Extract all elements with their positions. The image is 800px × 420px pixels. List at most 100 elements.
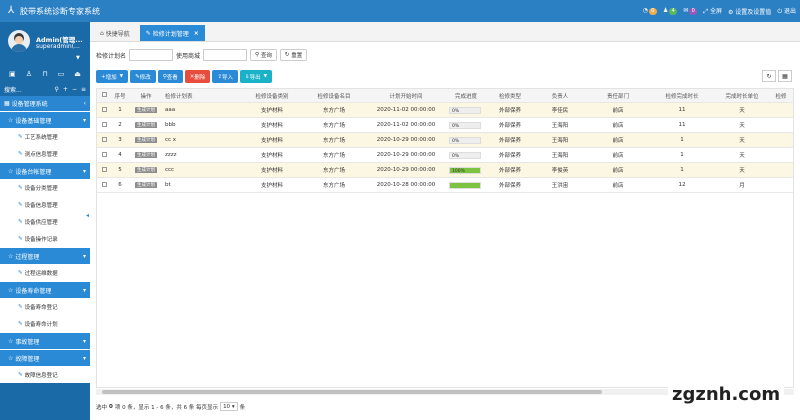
table-row[interactable]: 2 生成计划 bbb 支护材料 东方广场 2020-11-02 00:00:00 0% 外部保… [97,118,793,133]
sidebar-item[interactable]: ✎ 设备寿命计划 [0,315,90,332]
page-size-select[interactable]: 10 ▾ [220,402,238,411]
sidebar-item[interactable]: ✎ 故障信息登记 [0,366,90,383]
monitor-icon[interactable]: ▭ [57,70,65,78]
row-checkbox[interactable] [101,106,107,112]
chevron-down-icon[interactable]: ▼ [119,74,124,79]
chevron-down-icon: ▾ [82,286,86,294]
sidebar-group[interactable]: ☆ 过程管理 ▾ [0,247,90,264]
export-button[interactable]: ⇓ 导出 ▼ [240,70,273,83]
generate-plan-button[interactable]: 生成计划 [135,167,157,173]
reset-button[interactable]: ↻ 重置 [279,49,308,61]
generate-plan-button[interactable]: 生成计划 [135,107,157,113]
table-cell [97,151,111,159]
sidebar-item-label: 过程运维数据 [24,270,58,277]
column-header: 检修 [775,93,787,100]
row-checkbox[interactable] [101,166,107,172]
sidebar-group[interactable]: ☆ 设备寿命管理 ▾ [0,281,90,298]
row-checkbox[interactable] [101,121,107,127]
maintenance-type: 外部保养 [498,138,521,144]
table-row[interactable]: 5 生成计划 ccc 支护材料 东方广场 2020-10-29 00:00:00 100% 外… [97,163,793,178]
logout-label: 退出 [783,8,796,15]
user-menu-caret-icon[interactable]: ▼ [76,55,80,61]
minus-icon[interactable]: − [71,85,77,93]
add-button[interactable]: + 增加 ▼ [96,70,129,83]
user-icon[interactable]: ♙ [25,70,32,78]
select-all-checkbox[interactable] [97,92,111,99]
device-category: 支护材料 [260,153,283,159]
row-checkbox[interactable] [101,151,107,157]
search-icon[interactable]: ⚲ [54,85,59,93]
columns-icon[interactable]: ▦ [778,70,792,82]
home-icon[interactable]: ▣ [9,70,16,78]
sidebar-search-label[interactable]: 搜索... [4,86,22,94]
chevron-down-icon[interactable]: ▼ [263,74,268,79]
sidebar-group[interactable]: ☆ 设备基础管理 ▾ [0,111,90,128]
refresh-icon[interactable]: ↻ [762,70,776,82]
sidebar-item[interactable]: ✎ 工艺系统管理 [0,128,90,145]
table-row[interactable]: 4 生成计划 zzzz 支护材料 东方广场 2020-10-29 00:00:00 0% 外部… [97,148,793,163]
notification-2[interactable]: ♟ 4 [663,7,678,15]
app-logo-icon: ⅄ [7,5,15,16]
menu-icon[interactable]: ≡ [80,85,86,93]
sidebar-item[interactable]: ✎ 过程运维数据 [0,264,90,281]
tab-maintenance-plan[interactable]: ✎ 检修计划管理 × [139,25,205,41]
delete-label: 删除 [194,74,206,81]
sidebar-group[interactable]: ☆ 故障管理 ▾ [0,349,90,366]
view-button[interactable]: ⚲ 查看 [157,70,183,83]
sidebar-group[interactable]: ☆ 设备台帐管理 ▾ [0,162,90,179]
plan-name: bbb [165,122,176,128]
query-label-plan: 检修计划名 [96,52,127,60]
tab-label: 快捷导航 [105,30,130,38]
delete-button[interactable]: ✕ 删除 [184,70,211,83]
lock-icon[interactable]: ⊓ [42,70,48,78]
sidebar-root[interactable]: ▦ 设备管理系统 ‹ [0,96,90,111]
user-name: Admin(管理... [36,36,83,44]
sidebar-item[interactable]: ✎ 设备信息管理 [0,196,90,213]
logout-icon[interactable]: ⏏ [74,70,81,78]
plan-name-input[interactable] [129,49,174,61]
plus-icon[interactable]: + [62,85,68,93]
settings-button[interactable]: ⚙ 设置及设置值 [728,7,771,16]
notification-1[interactable]: ◔ 0 [643,7,657,15]
sidebar-group[interactable]: ☆ 事故管理 ▾ [0,332,90,349]
scrollbar-thumb[interactable] [102,390,602,394]
table-row[interactable]: 3 生成计划 cc x 支护材料 东方广场 2020-10-29 00:00:00 0% 外部… [97,133,793,148]
generate-plan-button[interactable]: 生成计划 [135,152,157,158]
owner: 王洪宙 [551,183,569,189]
table-cell [97,106,111,114]
generate-plan-button[interactable]: 生成计划 [135,182,157,188]
table-row[interactable]: 6 生成计划 bt 支护材料 东方广场 2020-10-28 00:00:00 外部保养 王洪… [97,178,793,193]
chevron-down-icon: ▾ [82,116,86,124]
horizontal-scrollbar[interactable] [96,389,794,395]
search-button[interactable]: ⚲ 查询 [250,49,277,61]
edit-button[interactable]: ✎ 修改 [130,70,156,83]
edit-icon: ✎ [145,29,151,37]
start-time: 2020-10-29 00:00:00 [376,167,436,173]
sidebar-item[interactable]: ✎ 设备操作记录 [0,230,90,247]
star-icon: ☆ [8,354,14,362]
sidebar-item[interactable]: ✎ 测点信息管理 [0,145,90,162]
close-icon[interactable]: × [193,29,199,37]
pager: 选中 0 项 0 条，显示 1 - 6 条，共 6 条 每页显示 10 ▾ 条 [96,402,245,411]
sidebar-toggle-icon[interactable]: ◂ [86,212,90,219]
tab-quick-nav[interactable]: ⌂ 快捷导航 [94,25,136,41]
pager-text: 选中 [96,404,108,411]
sidebar-item[interactable]: ✎ 设备分类管理 [0,179,90,196]
generate-plan-button[interactable]: 生成计划 [135,122,157,128]
fullscreen-label: 全屏 [709,8,722,15]
gear-icon: ⚙ [727,8,734,16]
logout-button[interactable]: ⏻ 退出 [777,6,796,16]
import-button[interactable]: ⇪ 导入 [212,70,239,83]
fullscreen-button[interactable]: ⤢ 全屏 [703,6,722,16]
sidebar-item-label: 测点信息管理 [24,151,58,158]
mail[interactable]: ✉ 0 [683,7,698,15]
sidebar-item[interactable]: ✎ 设备寿命登记 [0,298,90,315]
progress-cell: 0% [447,121,485,129]
generate-plan-button[interactable]: 生成计划 [135,137,157,143]
store-input[interactable] [203,49,248,61]
row-checkbox[interactable] [101,136,107,142]
table-row[interactable]: 1 生成计划 aaa 支护材料 东方广场 2020-11-02 00:00:00 0% 外部保… [97,103,793,118]
table-cell [97,166,111,174]
row-checkbox[interactable] [101,181,107,187]
sidebar-item[interactable]: ✎ 设备供应管理 [0,213,90,230]
